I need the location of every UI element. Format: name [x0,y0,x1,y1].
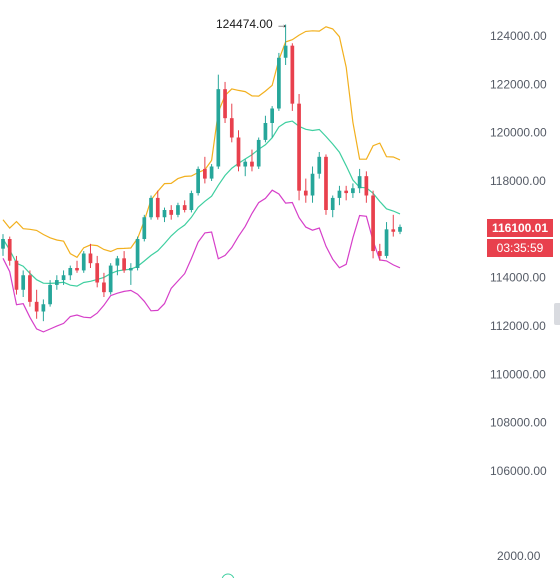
current-price-tag: 116100.01 [487,219,553,237]
candle-body [88,253,93,264]
candle-body [54,280,59,285]
candle-body [75,268,79,271]
candle-body [236,137,241,167]
candle-body [95,263,100,283]
candle-body [377,251,382,256]
y-tick-label: 110000.00 [490,367,546,381]
candle-body [142,217,147,239]
y-tick-label: 120000.00 [490,126,547,140]
candle-body [229,118,234,138]
candle-body [115,258,120,266]
candle-body [7,239,12,261]
candle-body [162,210,167,218]
candle-body [176,205,180,215]
candle-body [209,166,214,179]
y-tick-label: 112000.00 [490,319,546,333]
candle-body [108,265,113,293]
candles [1,24,402,322]
candle-body [203,168,207,179]
candle-body [398,226,402,232]
candle-body [182,205,187,210]
bottom-axis-label: 2000.00 [497,549,541,563]
candle-body [216,89,221,167]
candle-body [61,275,66,281]
candle-body [1,239,5,249]
candle-body [384,229,389,256]
candle-body [68,268,73,276]
candle-body [364,176,369,196]
candle-body [223,89,227,119]
candle-body [330,197,335,210]
candle-body [102,282,106,293]
candle-body [297,103,301,191]
price-scale-handle[interactable] [554,303,560,325]
peak-arrow-icon: → [276,17,288,31]
candle-body [256,139,261,167]
candle-body [28,275,32,302]
candle-body [14,260,19,290]
candle-body [357,176,362,189]
candle-body [344,190,349,194]
candle-body [189,193,194,210]
candle-body [263,123,268,140]
candle-body [391,229,396,232]
candle-body [128,268,133,271]
y-tick-label: 106000.00 [490,464,547,478]
candle-body [351,188,355,194]
candle-body [243,161,248,167]
candle-body [155,197,160,218]
y-tick-label: 108000.00 [490,416,547,430]
candle-body [135,239,140,268]
candle-body [149,197,153,218]
indicator-pane-edge [221,573,235,578]
candle-body [34,301,39,312]
candle-body [250,161,254,167]
y-tick-label: 114000.00 [490,271,546,285]
candle-body [310,173,315,196]
countdown-tag: 03:35:59 [487,239,553,257]
candle-body [270,108,275,123]
candle-body [277,57,281,109]
candle-body [337,190,342,198]
bollinger-bands [2,26,401,333]
candle-body [169,210,174,215]
y-tick-label: 124000.00 [490,29,547,43]
candle-body [48,284,52,305]
candle-body [21,275,26,290]
candle-body [303,190,308,196]
candle-body [81,253,86,271]
upper-band-line [2,26,401,259]
y-tick-label: 122000.00 [490,77,547,91]
y-tick-label: 118000.00 [490,174,546,188]
candle-body [196,168,200,194]
candle-body [290,45,295,104]
candle-body [283,45,288,58]
candle-body [371,195,375,252]
candle-body [122,258,126,271]
peak-marker: 124474.00 → [216,17,288,31]
candle-body [324,156,328,210]
candle-body [317,156,322,174]
candle-body [41,304,46,312]
peak-label: 124474.00 [216,17,273,31]
lower-band-line [2,189,401,333]
middle-band-line [2,120,401,287]
